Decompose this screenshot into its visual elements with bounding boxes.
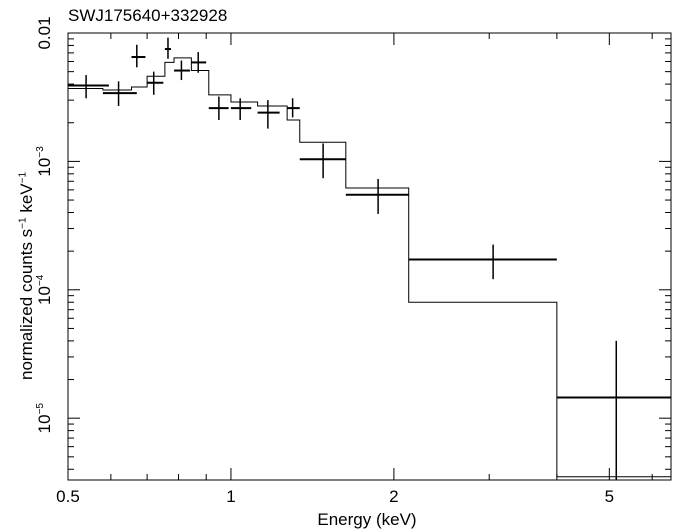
x-tick-label: 2 — [389, 487, 398, 506]
y-tick-label: 10−5 — [35, 403, 54, 434]
y-axis-label-exp: −1 — [17, 171, 29, 184]
model-line — [68, 57, 671, 478]
data-point — [299, 143, 346, 179]
x-tick-label: 5 — [605, 487, 614, 506]
x-tick-label: 0.5 — [56, 487, 80, 506]
data-point — [174, 60, 190, 81]
y-tick-label: 0.01 — [35, 16, 54, 49]
data-point — [345, 178, 409, 214]
data-point — [164, 37, 172, 59]
model-steps — [68, 57, 671, 478]
data-point — [556, 340, 671, 480]
y-axis-label-exp: −1 — [17, 217, 29, 229]
data-point — [230, 98, 252, 121]
data-point — [408, 244, 557, 280]
chart-title: SWJ175640+332928 — [68, 6, 228, 25]
tick-marks — [67, 32, 671, 480]
data-point — [208, 96, 229, 121]
y-axis-label-part: normalized counts s — [17, 228, 36, 380]
data-point — [131, 44, 146, 68]
data-point — [147, 71, 164, 95]
data-point — [257, 100, 280, 129]
data-point — [102, 81, 137, 107]
tick-labels: 0.5 1 2 5 0.01 10−3 10−4 10−5 — [35, 16, 614, 506]
y-tick-label: 10−3 — [35, 146, 54, 177]
data-points — [68, 37, 671, 480]
data-point — [191, 52, 207, 73]
y-axis-label-part: keV — [17, 183, 36, 218]
data-point — [287, 98, 300, 118]
plot-frame — [67, 32, 672, 481]
x-tick-label: 1 — [226, 487, 235, 506]
y-tick-label: 10−4 — [35, 274, 54, 305]
y-axis-label: normalized counts s−1 keV−1 — [17, 172, 37, 380]
x-axis-label: Energy (keV) — [317, 510, 417, 529]
data-point — [68, 75, 109, 99]
